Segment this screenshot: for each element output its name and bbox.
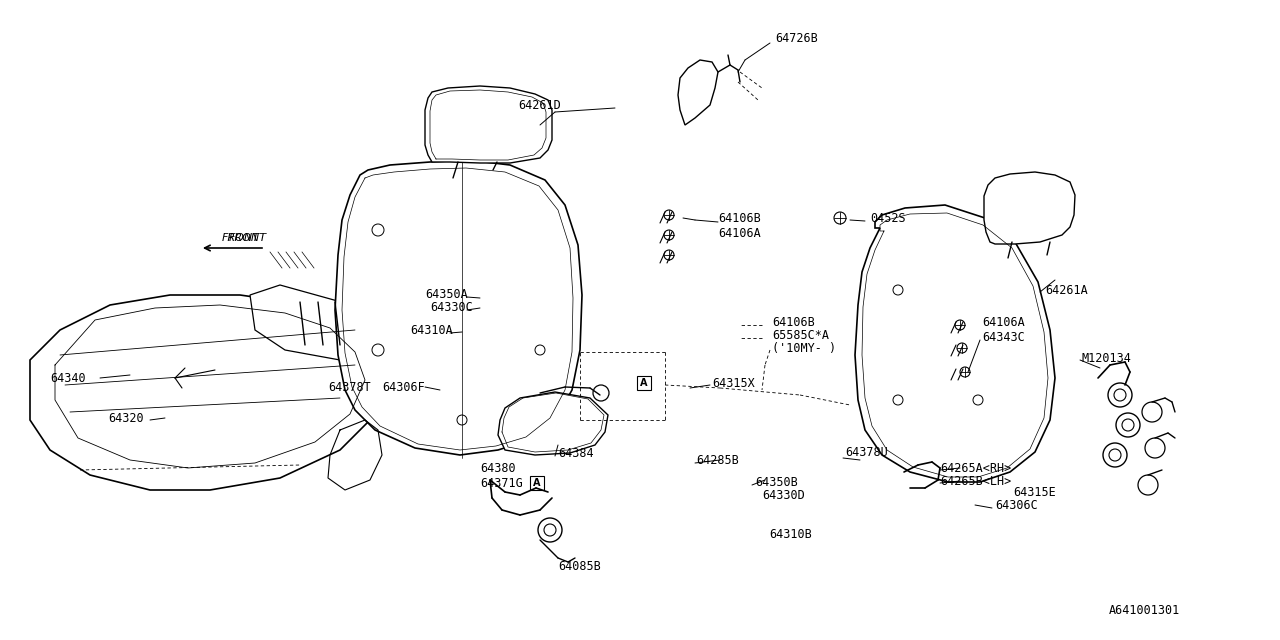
Circle shape xyxy=(372,224,384,236)
Text: A: A xyxy=(534,478,540,488)
Text: 64306C: 64306C xyxy=(995,499,1038,511)
Text: 64320: 64320 xyxy=(108,412,143,424)
Text: 64310B: 64310B xyxy=(769,529,812,541)
Text: 64343C: 64343C xyxy=(982,330,1025,344)
Circle shape xyxy=(1108,449,1121,461)
Circle shape xyxy=(457,415,467,425)
Circle shape xyxy=(1114,389,1126,401)
Polygon shape xyxy=(335,160,582,455)
Text: 64265A<RH>: 64265A<RH> xyxy=(940,461,1011,474)
Polygon shape xyxy=(250,285,375,360)
Polygon shape xyxy=(984,172,1075,244)
Text: 64371G: 64371G xyxy=(480,477,522,490)
Text: 64310A: 64310A xyxy=(410,323,453,337)
Text: 64106A: 64106A xyxy=(718,227,760,239)
Polygon shape xyxy=(855,205,1055,482)
Circle shape xyxy=(1116,413,1140,437)
Text: A641001301: A641001301 xyxy=(1108,604,1180,616)
Text: 64106B: 64106B xyxy=(718,211,760,225)
Text: 64315E: 64315E xyxy=(1012,486,1056,499)
Circle shape xyxy=(544,524,556,536)
Text: 64106A: 64106A xyxy=(982,316,1025,328)
Text: 64330D: 64330D xyxy=(762,488,805,502)
Text: 64340: 64340 xyxy=(50,371,86,385)
Text: 65585C*A: 65585C*A xyxy=(772,328,829,342)
Circle shape xyxy=(372,344,384,356)
Circle shape xyxy=(538,518,562,542)
Text: 64265B<LH>: 64265B<LH> xyxy=(940,474,1011,488)
Text: 64726B: 64726B xyxy=(774,31,818,45)
Text: 64350B: 64350B xyxy=(755,476,797,488)
Circle shape xyxy=(893,395,902,405)
Polygon shape xyxy=(29,295,390,490)
Text: ('10MY- ): ('10MY- ) xyxy=(772,342,836,355)
Circle shape xyxy=(1103,443,1126,467)
Circle shape xyxy=(1146,438,1165,458)
Text: 64378U: 64378U xyxy=(845,445,888,458)
Text: 64380: 64380 xyxy=(480,461,516,474)
Circle shape xyxy=(664,210,675,220)
Polygon shape xyxy=(425,86,552,163)
Text: 64261A: 64261A xyxy=(1044,284,1088,296)
Text: 64306F: 64306F xyxy=(381,381,425,394)
Polygon shape xyxy=(678,60,718,125)
Circle shape xyxy=(835,212,846,224)
Bar xyxy=(637,376,652,390)
Text: 64330C: 64330C xyxy=(430,301,472,314)
Circle shape xyxy=(955,320,965,330)
Text: 64378T: 64378T xyxy=(328,381,371,394)
Polygon shape xyxy=(498,392,608,455)
Circle shape xyxy=(664,250,675,260)
Circle shape xyxy=(535,345,545,355)
Text: 64384: 64384 xyxy=(558,447,594,460)
Text: 64350A: 64350A xyxy=(425,287,467,301)
Circle shape xyxy=(960,367,970,377)
Text: FRONT: FRONT xyxy=(221,233,260,243)
Text: 64285B: 64285B xyxy=(696,454,739,467)
Circle shape xyxy=(1108,383,1132,407)
Text: A: A xyxy=(640,378,648,388)
Circle shape xyxy=(1123,419,1134,431)
Circle shape xyxy=(893,285,902,295)
Circle shape xyxy=(957,343,966,353)
Text: M120134: M120134 xyxy=(1082,351,1132,365)
Circle shape xyxy=(593,385,609,401)
Text: 64085B: 64085B xyxy=(558,559,600,573)
Text: 64261D: 64261D xyxy=(518,99,561,111)
Circle shape xyxy=(1138,475,1158,495)
Text: FRONT: FRONT xyxy=(229,233,268,243)
Bar xyxy=(530,476,544,490)
Circle shape xyxy=(973,395,983,405)
Circle shape xyxy=(664,230,675,240)
Text: 64106B: 64106B xyxy=(772,316,815,328)
Text: 0452S: 0452S xyxy=(870,211,906,225)
Circle shape xyxy=(1142,402,1162,422)
Text: 64315X: 64315X xyxy=(712,376,755,390)
